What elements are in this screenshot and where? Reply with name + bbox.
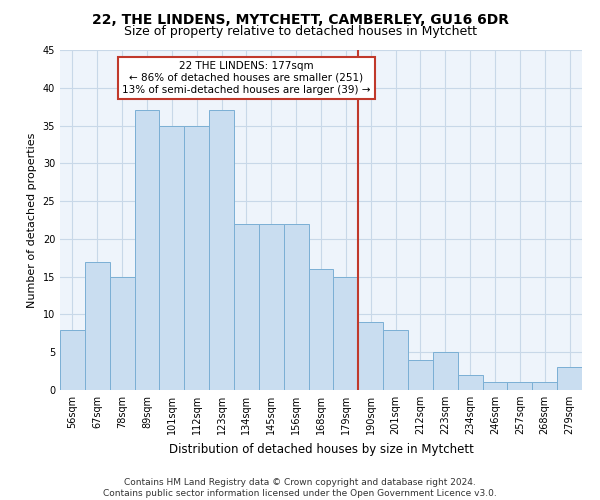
Bar [358,322,383,390]
Y-axis label: Number of detached properties: Number of detached properties [27,132,37,308]
Bar [284,224,308,390]
Text: Size of property relative to detached houses in Mytchett: Size of property relative to detached ho… [124,25,476,38]
Bar [209,110,234,390]
Bar [334,276,358,390]
Bar [433,352,458,390]
Bar [482,382,508,390]
Bar [458,375,482,390]
Bar [160,126,184,390]
Bar [532,382,557,390]
Bar [308,269,334,390]
Bar [85,262,110,390]
Bar [557,368,582,390]
Bar [408,360,433,390]
Text: Contains HM Land Registry data © Crown copyright and database right 2024.
Contai: Contains HM Land Registry data © Crown c… [103,478,497,498]
Bar [134,110,160,390]
Text: 22 THE LINDENS: 177sqm
← 86% of detached houses are smaller (251)
13% of semi-de: 22 THE LINDENS: 177sqm ← 86% of detached… [122,62,371,94]
Text: 22, THE LINDENS, MYTCHETT, CAMBERLEY, GU16 6DR: 22, THE LINDENS, MYTCHETT, CAMBERLEY, GU… [91,12,509,26]
Bar [259,224,284,390]
Bar [383,330,408,390]
X-axis label: Distribution of detached houses by size in Mytchett: Distribution of detached houses by size … [169,442,473,456]
Bar [184,126,209,390]
Bar [234,224,259,390]
Bar [508,382,532,390]
Bar [60,330,85,390]
Bar [110,276,134,390]
